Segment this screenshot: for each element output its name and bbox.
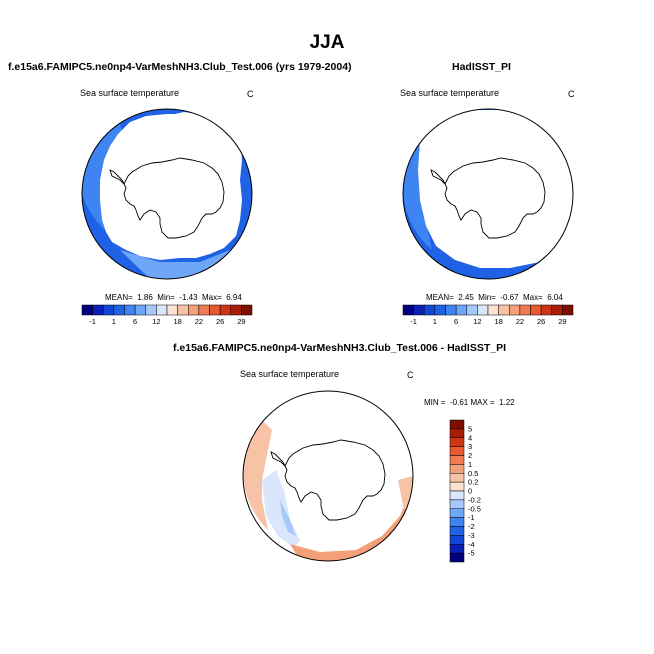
obs-colorbar-tick-label: 18 (494, 317, 502, 326)
diff-colorbar-tick-label: 0.5 (468, 469, 478, 478)
obs-colorbar-swatch (424, 304, 436, 316)
diff-field-label: Sea surface temperature (240, 369, 340, 379)
obs-colorbar-swatch (445, 304, 457, 316)
test-colorbar-tick-label: 29 (237, 317, 245, 326)
obs-colorbar-swatch (509, 304, 521, 316)
diff-colorbar-swatch (449, 526, 465, 536)
test-colorbar-swatch (103, 304, 115, 316)
test-colorbar-swatch (145, 304, 157, 316)
test-colorbar-swatch (219, 304, 231, 316)
obs-colorbar-tick-label: 26 (537, 317, 545, 326)
diff-colorbar-swatch (449, 508, 465, 518)
diff-colorbar-swatch (449, 490, 465, 501)
obs-colorbar-tick-label: 22 (516, 317, 524, 326)
diff-colorbar-tick-label: -0.5 (468, 504, 481, 513)
obs-colorbar-swatch (434, 304, 446, 316)
test-colorbar-swatch (177, 304, 189, 316)
test-colorbar-swatch (166, 304, 178, 316)
test-colorbar-swatch (241, 304, 253, 316)
obs-field-label: Sea surface temperature (400, 88, 500, 98)
diff-colorbar-swatch (449, 499, 465, 509)
test-colorbar-tick-label: 18 (173, 317, 181, 326)
test-colorbar-tick-label: -1 (89, 317, 96, 326)
obs-colorbar-swatch (455, 304, 467, 316)
test-colorbar-swatch (124, 304, 136, 316)
figure-title: JJA (309, 32, 345, 53)
obs-colorbar-tick-label: 1 (433, 317, 437, 326)
test-colorbar-tick-label: 1 (112, 317, 116, 326)
diff-colorbar-tick-label: 0.2 (468, 478, 478, 487)
diff-panel-title: f.e15a6.FAMIPC5.ne0np4-VarMeshNH3.Club_T… (173, 342, 507, 354)
test-colorbar: -1 1 6 12 18 22 26 29 (81, 304, 253, 326)
test-colorbar-swatch (134, 304, 146, 316)
obs-colorbar: -1 1 6 12 18 22 26 29 (402, 304, 574, 326)
obs-colorbar-swatch (530, 304, 542, 316)
diff-colorbar-tick-label: 5 (468, 424, 472, 433)
diff-colorbar-swatch (449, 535, 465, 545)
diff-colorbar-tick-label: -1 (468, 513, 475, 522)
diff-colorbar-tick-label: -5 (468, 549, 475, 558)
diff-colorbar-swatch (449, 446, 465, 456)
obs-colorbar-swatch (487, 304, 499, 316)
test-colorbar-tick-label: 6 (133, 317, 137, 326)
test-units-label: C (247, 89, 254, 99)
test-colorbar-swatch (92, 304, 104, 316)
obs-colorbar-swatch (540, 304, 552, 316)
diff-colorbar-swatch (449, 419, 465, 430)
diff-colorbar-tick-label: 1 (468, 460, 472, 469)
test-stats: MEAN= 1.86 Min= -1.43 Max= 6.94 (105, 293, 242, 302)
obs-colorbar-swatch (562, 304, 574, 316)
obs-stats: MEAN= 2.45 Min= -0.67 Max= 6.04 (426, 293, 563, 302)
obs-colorbar-swatch (402, 304, 414, 316)
test-field-label: Sea surface temperature (80, 88, 180, 98)
obs-colorbar-swatch (551, 304, 563, 316)
obs-colorbar-tick-label: 12 (473, 317, 481, 326)
obs-colorbar-swatch (519, 304, 531, 316)
test-colorbar-swatch (198, 304, 210, 316)
diff-colorbar-swatch (449, 517, 465, 527)
obs-sst-map (402, 108, 574, 280)
diff-colorbar-swatch (449, 464, 465, 474)
obs-panel-title: HadISST_PI (452, 61, 511, 73)
obs-units-label: C (568, 89, 575, 99)
obs-colorbar-swatch (413, 304, 425, 316)
diff-colorbar-swatch (449, 428, 465, 438)
diff-colorbar-tick-label: 2 (468, 451, 472, 460)
diff-colorbar-tick-label: 4 (468, 433, 472, 442)
test-colorbar-swatch (113, 304, 125, 316)
diff-colorbar-swatch (449, 552, 465, 563)
obs-colorbar-tick-label: 6 (454, 317, 458, 326)
test-sst-map (81, 108, 253, 280)
test-colorbar-swatch (81, 304, 93, 316)
obs-colorbar-swatch (498, 304, 510, 316)
diff-colorbar-tick-label: -4 (468, 540, 475, 549)
test-panel-title: f.e15a6.FAMIPC5.ne0np4-VarMeshNH3.Club_T… (8, 61, 352, 73)
diff-units-label: C (407, 370, 414, 380)
diff-colorbar-swatch (449, 544, 465, 554)
diff-colorbar-swatch (449, 481, 465, 492)
test-colorbar-swatch (188, 304, 200, 316)
diff-colorbar-swatch (449, 473, 465, 483)
test-colorbar-swatch (209, 304, 221, 316)
obs-colorbar-tick-label: 29 (558, 317, 566, 326)
obs-colorbar-swatch (477, 304, 489, 316)
diff-colorbar-tick-label: -3 (468, 531, 475, 540)
diff-colorbar-tick-label: -2 (468, 522, 475, 531)
test-colorbar-tick-label: 22 (195, 317, 203, 326)
test-colorbar-swatch (230, 304, 242, 316)
diff-colorbar-tick-label: 0 (468, 487, 472, 496)
diff-colorbar-tick-label: -0.2 (468, 495, 481, 504)
test-colorbar-swatch (156, 304, 168, 316)
obs-colorbar-tick-label: -1 (410, 317, 417, 326)
obs-colorbar-swatch (466, 304, 478, 316)
diff-colorbar-swatch (449, 437, 465, 447)
test-colorbar-tick-label: 26 (216, 317, 224, 326)
test-colorbar-tick-label: 12 (152, 317, 160, 326)
diff-sst-map (242, 390, 414, 562)
diff-colorbar-swatch (449, 455, 465, 465)
diff-colorbar-tick-label: 3 (468, 442, 472, 451)
diff-stats: MIN = -0.61 MAX = 1.22 (424, 398, 515, 407)
